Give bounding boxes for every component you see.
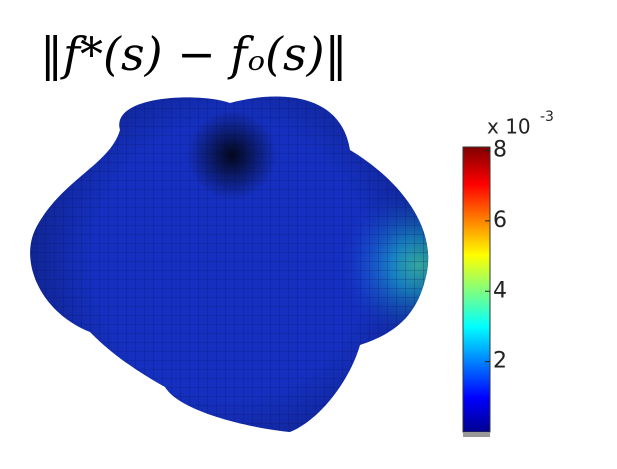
colorbar: 2 4 6 8x 10 -3 [463,109,554,437]
colorbar-tick-label: 2 [493,349,507,374]
chart-title: ‖f*(s) − fₒ(s)‖ [40,27,348,81]
colorbar-tick-label: 4 [493,278,507,303]
figure: ‖f*(s) − fₒ(s)‖ 2 4 6 8x 10 -3 [0,0,617,465]
colorbar-tick-label: 6 [493,208,507,233]
surface [0,80,460,450]
colorbar-foot [463,432,490,437]
colorbar-exponent: -3 [540,109,554,125]
colorbar-exponent-base: x 10 [487,115,531,139]
colorbar-tick-label: 8 [493,138,507,163]
colorbar-scale [463,147,490,432]
